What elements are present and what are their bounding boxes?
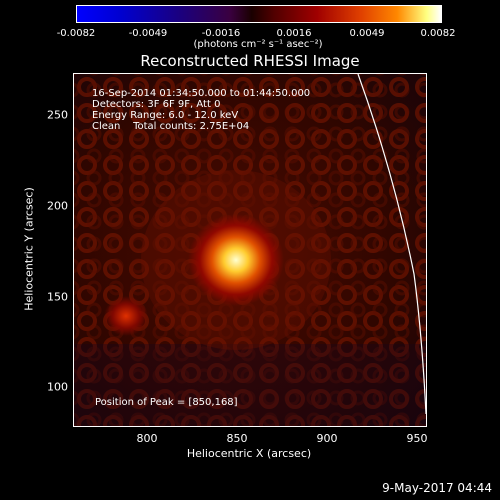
x-tick-label: 850: [226, 432, 248, 445]
x-tick-label: 800: [136, 432, 158, 445]
x-axis-label: Heliocentric X (arcsec): [186, 447, 312, 460]
colorbar-tick-label: -0.0082: [56, 28, 96, 39]
y-tick-label: 250: [47, 108, 68, 122]
y-tick-label: 150: [47, 290, 68, 304]
y-tick-label: 100: [47, 380, 68, 394]
x-tick-label: 900: [316, 432, 338, 445]
colorbar-units: (photons cm⁻² s⁻¹ asec⁻²): [193, 39, 323, 50]
info-line-clean: Clean Total counts: 2.75E+04: [92, 121, 250, 132]
peak-position-label: Position of Peak = [850,168]: [95, 397, 238, 408]
observation-info: 16-Sep-2014 01:34:50.000 to 01:44:50.000…: [92, 88, 310, 132]
colorbar-tick-label: 0.0082: [420, 28, 456, 39]
x-tick-label: 950: [406, 432, 428, 445]
solar-image-svg: [74, 74, 426, 426]
info-line-energy: Energy Range: 6.0 - 12.0 keV: [92, 110, 239, 121]
y-tick-label: 200: [47, 199, 68, 213]
y-axis-label: Heliocentric Y (arcsec): [22, 187, 36, 311]
colorbar-tick-label: 0.0016: [276, 28, 312, 39]
colorbar-tick-label: -0.0016: [201, 28, 241, 39]
info-line-detectors: Detectors: 3F 6F 9F, Att 0: [92, 99, 221, 110]
info-line-time: 16-Sep-2014 01:34:50.000 to 01:44:50.000: [92, 88, 311, 99]
colorbar-tick-label: -0.0049: [128, 28, 168, 39]
image-title: Reconstructed RHESSI Image: [140, 52, 360, 70]
colorbar: [76, 5, 442, 23]
timestamp: 9-May-2017 04:44: [382, 481, 492, 495]
solar-image: [73, 73, 427, 427]
solar-limb-line: [357, 74, 426, 415]
colorbar-tick-label: 0.0049: [349, 28, 385, 39]
